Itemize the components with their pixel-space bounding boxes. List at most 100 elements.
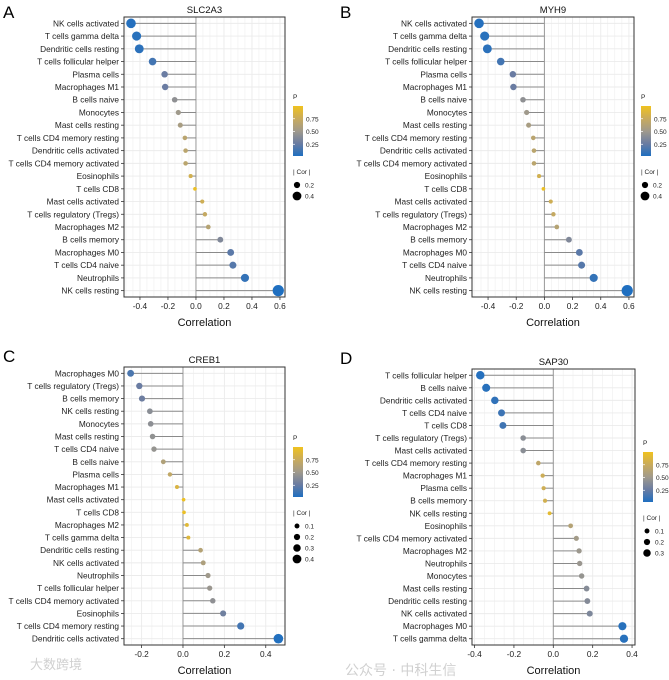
lollipop-point <box>188 174 193 179</box>
x-tick-label: -0.2 <box>134 649 149 659</box>
x-tick-label: 0.4 <box>626 649 638 659</box>
y-tick-label: T cells follicular helper <box>37 57 119 67</box>
plot-background <box>124 17 285 297</box>
y-tick-label: T cells regulatory (Tregs) <box>375 209 467 219</box>
lollipop-point <box>184 523 189 527</box>
y-tick-label: T cells CD4 naive <box>54 444 119 454</box>
y-tick-label: Mast cells activated <box>395 446 468 456</box>
y-tick-label: Mast cells resting <box>403 120 467 130</box>
lollipop-point <box>498 409 506 417</box>
x-tick-label: 0.4 <box>246 301 258 311</box>
legend-cor-label: 0.3 <box>655 551 664 558</box>
y-tick-label: Macrophages M0 <box>55 368 119 378</box>
lollipop-point <box>578 573 585 579</box>
y-tick-label: Plasma cells <box>420 483 467 493</box>
lollipop-point <box>584 598 591 605</box>
y-tick-label: Neutrophils <box>77 273 119 283</box>
lollipop-point <box>509 71 517 78</box>
y-tick-label: Macrophages M0 <box>403 247 467 257</box>
lollipop-point <box>575 249 583 256</box>
panel-letter: D <box>340 349 352 368</box>
legend-cor-title: | Cor | <box>293 169 311 176</box>
lollipop-point <box>510 83 517 91</box>
lollipop-point <box>476 371 485 380</box>
y-tick-label: T cells gamma delta <box>393 634 467 644</box>
x-tick-label: 0.6 <box>623 301 635 311</box>
lollipop-point <box>149 433 156 440</box>
lollipop-point <box>147 421 154 427</box>
panel-c: C Macrophages M0 T cells regulatory (Tregs… <box>3 347 319 677</box>
y-tick-label: T cells CD4 memory activated <box>8 596 119 606</box>
y-tick-label: NK cells resting <box>61 286 119 296</box>
x-tick-label: 0.4 <box>260 649 272 659</box>
lollipop-point <box>227 249 235 256</box>
y-tick-label: B cells naive <box>72 95 119 105</box>
legend-p-tick-label: 0.75 <box>654 116 667 123</box>
y-tick-label: NK cells activated <box>53 558 119 568</box>
x-tick-label: -0.2 <box>507 649 522 659</box>
y-tick-label: T cells CD4 memory activated <box>356 533 467 543</box>
legend-p-tick-label: 0.50 <box>306 129 319 136</box>
y-tick-label: Mast cells resting <box>55 120 119 130</box>
y-tick-label: Dendritic cells resting <box>40 545 119 555</box>
lollipop-point <box>167 472 173 477</box>
lollipop-point <box>136 382 143 390</box>
y-tick-label: Eosinophils <box>425 521 467 531</box>
legend-p-tick-label: 0.75 <box>306 457 319 464</box>
y-tick-label: T cells regulatory (Tregs) <box>375 433 467 443</box>
y-tick-label: B cells memory <box>62 394 120 404</box>
legend-p-tick-label: 0.75 <box>656 462 669 469</box>
lollipop-point <box>182 135 188 141</box>
watermark-bottom-right: 公众号 · 中科生信 <box>345 663 457 679</box>
x-tick-label: 0.2 <box>218 301 230 311</box>
lollipop-point <box>524 109 530 116</box>
legend-p-title: P <box>293 94 297 101</box>
plot-background <box>472 17 634 297</box>
lollipop-point <box>578 261 586 269</box>
y-tick-label: Neutrophils <box>425 558 467 568</box>
y-tick-label: NK cells resting <box>409 286 467 296</box>
y-tick-label: Macrophages M1 <box>55 82 119 92</box>
lollipop-point <box>573 535 579 541</box>
x-tick-label: 0.0 <box>177 649 189 659</box>
lollipop-point <box>193 186 197 191</box>
y-tick-label: Plasma cells <box>420 69 467 79</box>
lollipop-point <box>618 622 627 631</box>
lollipop-point <box>273 633 284 644</box>
lollipop-point <box>161 83 169 91</box>
legend-cor-point <box>294 523 300 529</box>
x-tick-label: -0.4 <box>467 649 482 659</box>
x-tick-label: 0.0 <box>548 649 560 659</box>
y-tick-label: Plasma cells <box>72 469 119 479</box>
y-tick-label: Eosinophils <box>77 608 119 618</box>
y-tick-label: Mast cells resting <box>55 432 119 442</box>
x-tick-label: -0.4 <box>133 301 148 311</box>
legend-cor-point <box>292 191 302 201</box>
lollipop-point <box>568 523 573 529</box>
lollipop-point <box>547 511 552 516</box>
y-tick-label: Macrophages M2 <box>403 546 467 556</box>
x-tick-label: 0.6 <box>274 301 286 311</box>
lollipop-point <box>127 369 135 377</box>
lollipop-point <box>542 498 548 503</box>
lollipop-point <box>200 199 205 204</box>
lollipop-point <box>554 224 560 230</box>
lollipop-point <box>126 18 136 29</box>
lollipop-point <box>147 408 153 415</box>
lollipop-point <box>161 71 168 78</box>
y-tick-label: NK cells resting <box>61 406 119 416</box>
y-tick-label: T cells CD4 memory activated <box>356 158 467 168</box>
panel-letter: A <box>3 3 15 22</box>
lollipop-point <box>134 44 144 54</box>
lollipop-point <box>499 421 507 429</box>
x-tick-label: -0.2 <box>161 301 176 311</box>
y-tick-label: Monocytes <box>427 571 467 581</box>
y-tick-label: Macrophages M0 <box>55 247 119 257</box>
y-tick-label: T cells CD4 memory resting <box>17 133 120 143</box>
lollipop-point <box>207 585 213 591</box>
y-tick-label: Dendritic cells resting <box>388 596 467 606</box>
lollipop-point <box>182 510 186 515</box>
lollipop-point <box>210 598 216 604</box>
legend-cor-point <box>640 191 650 201</box>
y-tick-label: Plasma cells <box>72 69 119 79</box>
